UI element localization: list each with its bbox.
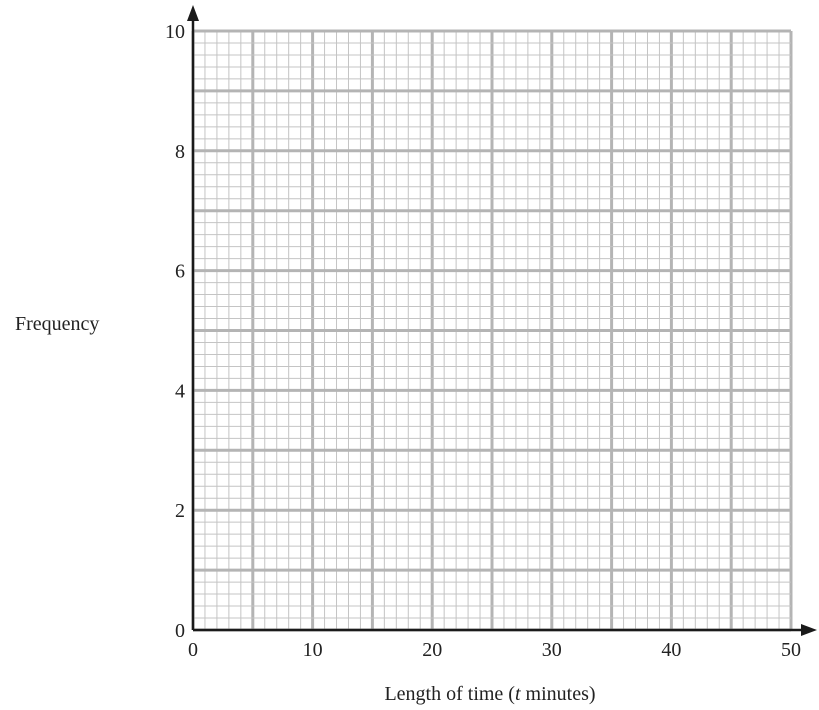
y-tick-label: 0 [175,620,185,642]
x-axis-title-part: Length of time ( [384,683,515,705]
graph-paper-grid [191,29,793,632]
y-tick-label: 10 [165,21,185,43]
y-tick-labels: 0 2 4 6 8 10 [165,21,185,642]
y-tick-label: 8 [175,141,185,163]
axes [187,5,817,636]
x-tick-label: 10 [303,639,323,661]
y-tick-label: 2 [175,500,185,522]
y-axis-title: Frequency [15,313,99,335]
x-tick-label: 0 [188,639,198,661]
x-tick-label: 40 [661,639,681,661]
y-tick-label: 4 [175,380,185,402]
x-axis-title: Length of time (t minutes) [384,683,595,705]
y-tick-label: 6 [175,261,185,283]
x-tick-label: 30 [542,639,562,661]
x-axis-title-part: minutes) [521,683,596,705]
x-tick-labels: 0 10 20 30 40 50 [188,639,801,661]
x-axis-title-variable: t [515,683,521,705]
y-axis-arrowhead [187,5,199,21]
x-tick-label: 50 [781,639,801,661]
x-axis-arrowhead [801,624,817,636]
x-tick-label: 20 [422,639,442,661]
